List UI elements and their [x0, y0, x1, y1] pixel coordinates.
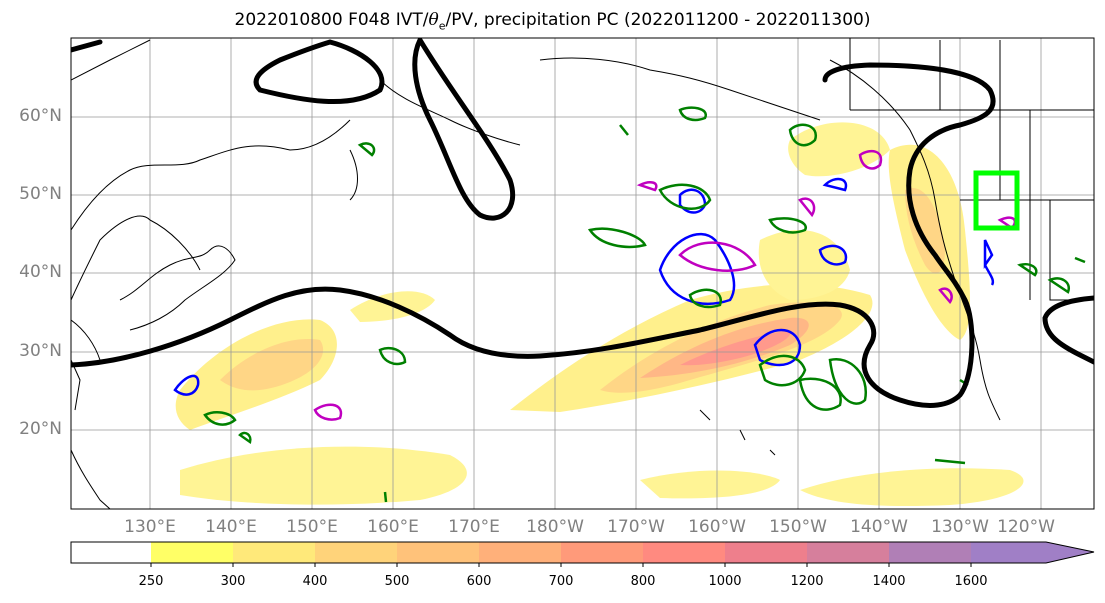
pv-contours: [71, 38, 1094, 408]
lon-label-180w: 180°W: [526, 517, 584, 537]
colorbar-tick-600: 600: [466, 574, 492, 589]
lon-label-120w: 120°W: [997, 517, 1055, 537]
lat-label-60n: 60°N: [19, 106, 62, 126]
lon-label-130e: 130°E: [124, 517, 176, 537]
colorbar-tick-300: 300: [220, 574, 246, 589]
colorbar-tick-1600: 1600: [954, 574, 988, 589]
lat-label-40n: 40°N: [19, 262, 62, 282]
colorbar-tick-250: 250: [138, 574, 164, 589]
colorbar-tick-400: 400: [302, 574, 328, 589]
lat-label-30n: 30°N: [19, 341, 62, 361]
lon-label-140e: 140°E: [205, 517, 257, 537]
colorbar-tick-1200: 1200: [790, 574, 824, 589]
colorbar-tick-500: 500: [384, 574, 410, 589]
target-box: [973, 170, 1020, 231]
colorbar-tick-1000: 1000: [708, 574, 742, 589]
lon-label-160w: 160°W: [688, 517, 746, 537]
colorbar-tick-1400: 1400: [872, 574, 906, 589]
lat-label-50n: 50°N: [19, 184, 62, 204]
lon-label-150e: 150°E: [286, 517, 338, 537]
lon-label-160e: 160°E: [367, 517, 419, 537]
colorbar: [70, 541, 1095, 567]
ivt-shading: [175, 122, 1024, 507]
colorbar-tick-800: 800: [630, 574, 656, 589]
precipitation-contours: [203, 106, 1086, 503]
lon-label-140w: 140°W: [850, 517, 908, 537]
lon-label-150w: 150°W: [769, 517, 827, 537]
colorbar-tick-700: 700: [548, 574, 574, 589]
lat-label-20n: 20°N: [19, 419, 62, 439]
theta-warm-contours: [313, 149, 1017, 421]
chart-title: 2022010800 F048 IVT/θe/PV, precipitation…: [234, 10, 871, 33]
lon-label-170w: 170°W: [607, 517, 665, 537]
lon-label-130w: 130°W: [931, 517, 989, 537]
lon-label-170e: 170°E: [448, 517, 500, 537]
